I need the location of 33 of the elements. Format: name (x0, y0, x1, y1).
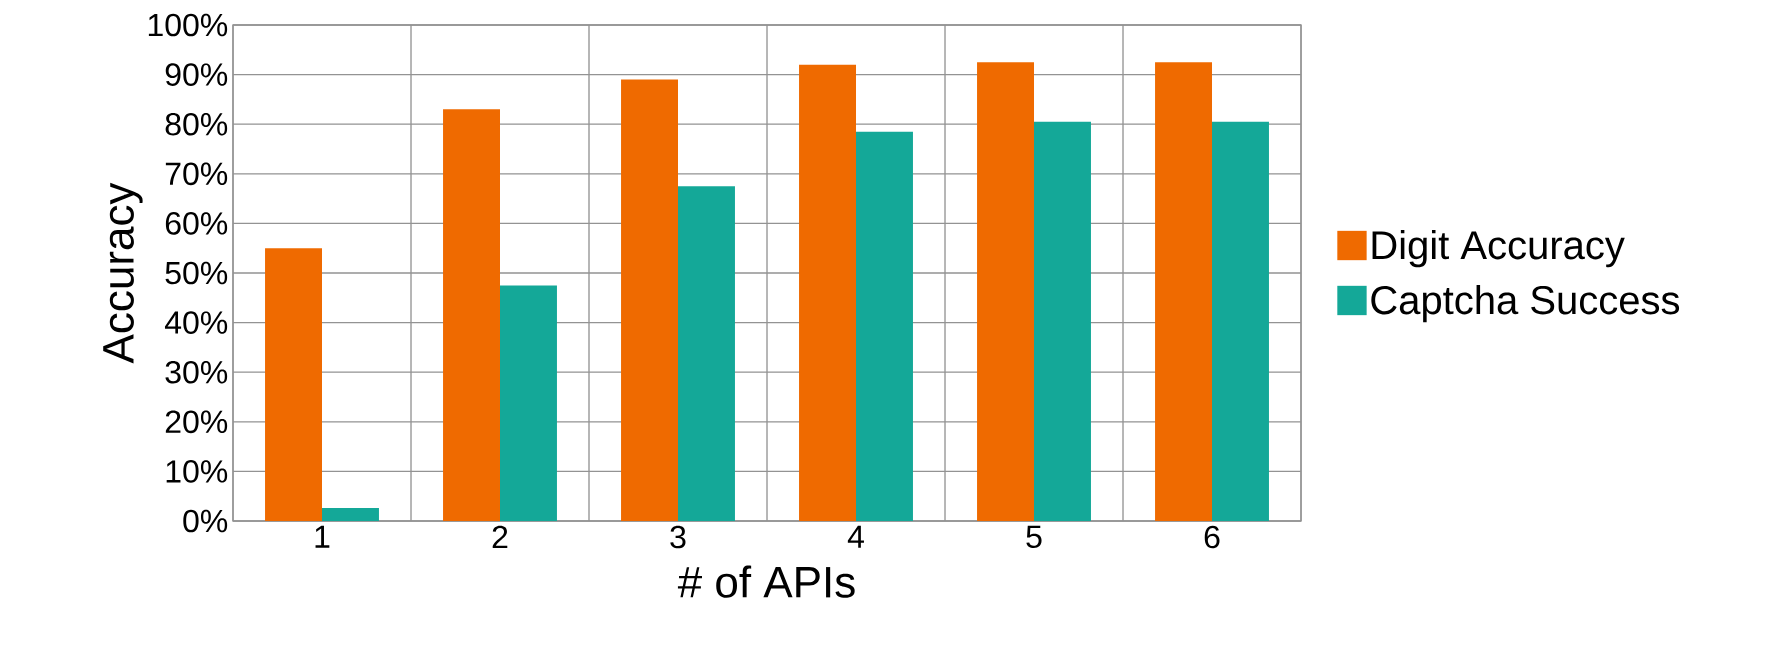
bar (799, 64, 856, 521)
y-tick-label: 80% (165, 112, 228, 136)
x-tick-label: 1 (315, 525, 330, 548)
bar (265, 248, 322, 521)
x-axis-title: # of APIs (677, 565, 855, 598)
x-tick-label: 3 (670, 525, 686, 549)
bar (856, 131, 913, 521)
bar (678, 186, 735, 521)
y-axis-title: Accuracy (103, 182, 143, 364)
x-tick-label: 6 (1204, 525, 1220, 549)
bar (1155, 62, 1213, 521)
y-tick-label: 20% (165, 410, 228, 434)
bar (443, 109, 500, 521)
y-tick-label: 10% (166, 460, 228, 483)
y-tick-label: 40% (164, 311, 228, 334)
y-tick-label: 60% (165, 212, 228, 235)
y-tick-label: 0% (183, 509, 228, 533)
bar (977, 62, 1035, 521)
bar (621, 79, 678, 521)
x-tick-label: 5 (1026, 525, 1042, 549)
bar (500, 285, 557, 521)
y-tick-label: 30% (165, 360, 228, 384)
bar (1212, 121, 1269, 521)
y-tick-label: 70% (165, 162, 228, 186)
y-tick-label: 100% (148, 13, 228, 37)
y-tick-label: 50% (165, 261, 228, 285)
bar (322, 508, 379, 521)
x-tick-label: 2 (492, 525, 508, 549)
legend-label: Digit Accuracy (1372, 230, 1625, 268)
bar (1034, 121, 1091, 521)
legend-label: Captcha Success (1371, 285, 1680, 323)
y-tick-label: 90% (165, 63, 228, 86)
x-tick-label: 4 (847, 525, 864, 548)
